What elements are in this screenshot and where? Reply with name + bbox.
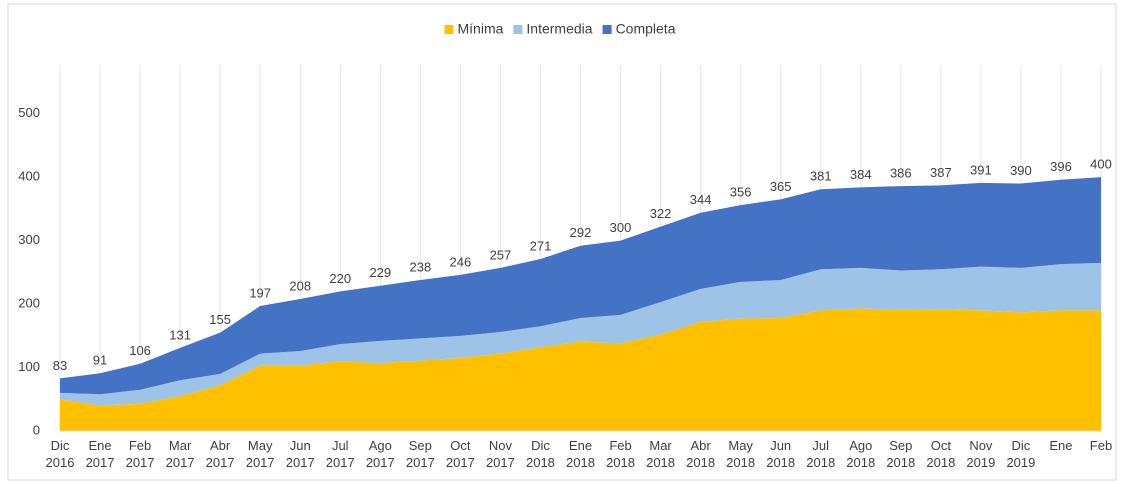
total-label: 208 bbox=[289, 278, 311, 293]
total-label: 238 bbox=[409, 259, 431, 274]
x-tick-label: Jul 2017 bbox=[325, 438, 355, 470]
legend-swatch bbox=[513, 25, 523, 34]
total-label: 365 bbox=[770, 179, 792, 194]
total-label: 322 bbox=[650, 206, 672, 221]
total-label: 386 bbox=[890, 166, 912, 181]
total-label: 220 bbox=[329, 271, 351, 286]
x-tick-label: Ene bbox=[1049, 438, 1073, 453]
y-tick-label: 100 bbox=[18, 359, 40, 374]
total-label: 390 bbox=[1010, 163, 1032, 178]
total-label: 155 bbox=[209, 312, 231, 327]
x-tick-label: Mar 2018 bbox=[646, 438, 676, 470]
x-tick-label: Ene 2017 bbox=[85, 438, 115, 470]
total-label: 381 bbox=[810, 169, 832, 184]
x-tick-label: Dic 2019 bbox=[1006, 438, 1036, 470]
x-tick-label: Nov 2019 bbox=[966, 438, 996, 470]
x-tick-label: Oct 2018 bbox=[926, 438, 956, 470]
x-tick-label: Dic 2018 bbox=[525, 438, 555, 470]
y-tick-label: 200 bbox=[18, 296, 40, 311]
x-tick-label: May 2018 bbox=[726, 438, 756, 470]
x-tick-label: Abr 2018 bbox=[686, 438, 716, 470]
x-tick-label: Jul 2018 bbox=[806, 438, 836, 470]
x-tick-label: Ene 2018 bbox=[566, 438, 595, 470]
total-label: 197 bbox=[249, 285, 271, 300]
legend-label: Completa bbox=[616, 21, 676, 37]
y-tick-label: 500 bbox=[18, 105, 40, 120]
x-tick-label: Mar 2017 bbox=[165, 438, 195, 470]
x-tick-label: Jun 2017 bbox=[285, 438, 315, 470]
total-label: 396 bbox=[1050, 159, 1072, 174]
x-tick-label: Ago 2017 bbox=[365, 438, 395, 470]
total-label: 384 bbox=[850, 167, 872, 182]
x-tick-label: Dic 2016 bbox=[45, 438, 75, 470]
area bbox=[60, 262, 1101, 406]
total-label: 387 bbox=[930, 165, 952, 180]
y-tick-label: 300 bbox=[18, 232, 40, 247]
total-label: 257 bbox=[490, 247, 512, 262]
legend-label: Mínima bbox=[458, 21, 504, 37]
total-label: 391 bbox=[970, 162, 992, 177]
total-label: 400 bbox=[1090, 157, 1112, 172]
legend-swatch bbox=[602, 25, 612, 34]
legend-label: Intermedia bbox=[526, 21, 592, 37]
y-tick-label: 400 bbox=[18, 169, 40, 184]
x-tick-label: Sep 2018 bbox=[886, 438, 916, 470]
x-tick-label: Oct 2017 bbox=[445, 438, 475, 470]
legend-swatch bbox=[444, 25, 454, 34]
area bbox=[60, 308, 1101, 431]
x-tick-label: Feb bbox=[1089, 438, 1113, 453]
x-tick-label: May 2017 bbox=[245, 438, 275, 470]
total-label: 83 bbox=[53, 358, 67, 373]
total-label: 300 bbox=[610, 220, 632, 235]
total-label: 106 bbox=[129, 343, 151, 358]
total-label: 229 bbox=[369, 265, 391, 280]
x-tick-label: Abr 2017 bbox=[205, 438, 235, 470]
total-label: 356 bbox=[730, 185, 752, 200]
x-tick-label: Sep 2017 bbox=[405, 438, 435, 470]
total-label: 131 bbox=[169, 327, 191, 342]
area bbox=[60, 177, 1101, 395]
y-tick-label: 0 bbox=[33, 422, 40, 437]
total-label: 344 bbox=[690, 192, 712, 207]
total-label: 271 bbox=[530, 238, 552, 253]
x-tick-label: Feb 2017 bbox=[125, 438, 155, 470]
total-label: 246 bbox=[450, 254, 472, 269]
total-label: 91 bbox=[93, 353, 107, 368]
total-label: 292 bbox=[570, 225, 592, 240]
x-tick-label: Ago 2018 bbox=[846, 438, 876, 470]
x-tick-label: Nov 2017 bbox=[485, 438, 515, 470]
x-tick-label: Feb 2018 bbox=[606, 438, 635, 470]
chart-frame bbox=[7, 3, 1117, 481]
x-tick-label: Jun 2018 bbox=[766, 438, 796, 470]
